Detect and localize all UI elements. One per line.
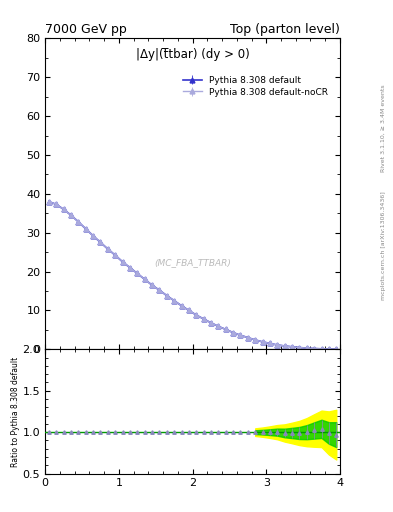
- Text: Top (parton level): Top (parton level): [230, 23, 340, 36]
- Text: 7000 GeV pp: 7000 GeV pp: [45, 23, 127, 36]
- Text: mcplots.cern.ch [arXiv:1306.3436]: mcplots.cern.ch [arXiv:1306.3436]: [381, 191, 386, 300]
- Text: |Δy|(t̅tbar) (dy > 0): |Δy|(t̅tbar) (dy > 0): [136, 48, 250, 61]
- Y-axis label: Ratio to Pythia 8.308 default: Ratio to Pythia 8.308 default: [11, 356, 20, 466]
- Legend: Pythia 8.308 default, Pythia 8.308 default-noCR: Pythia 8.308 default, Pythia 8.308 defau…: [182, 74, 330, 98]
- Text: Rivet 3.1.10, ≥ 3.4M events: Rivet 3.1.10, ≥ 3.4M events: [381, 84, 386, 172]
- Text: (MC_FBA_TTBAR): (MC_FBA_TTBAR): [154, 258, 231, 267]
